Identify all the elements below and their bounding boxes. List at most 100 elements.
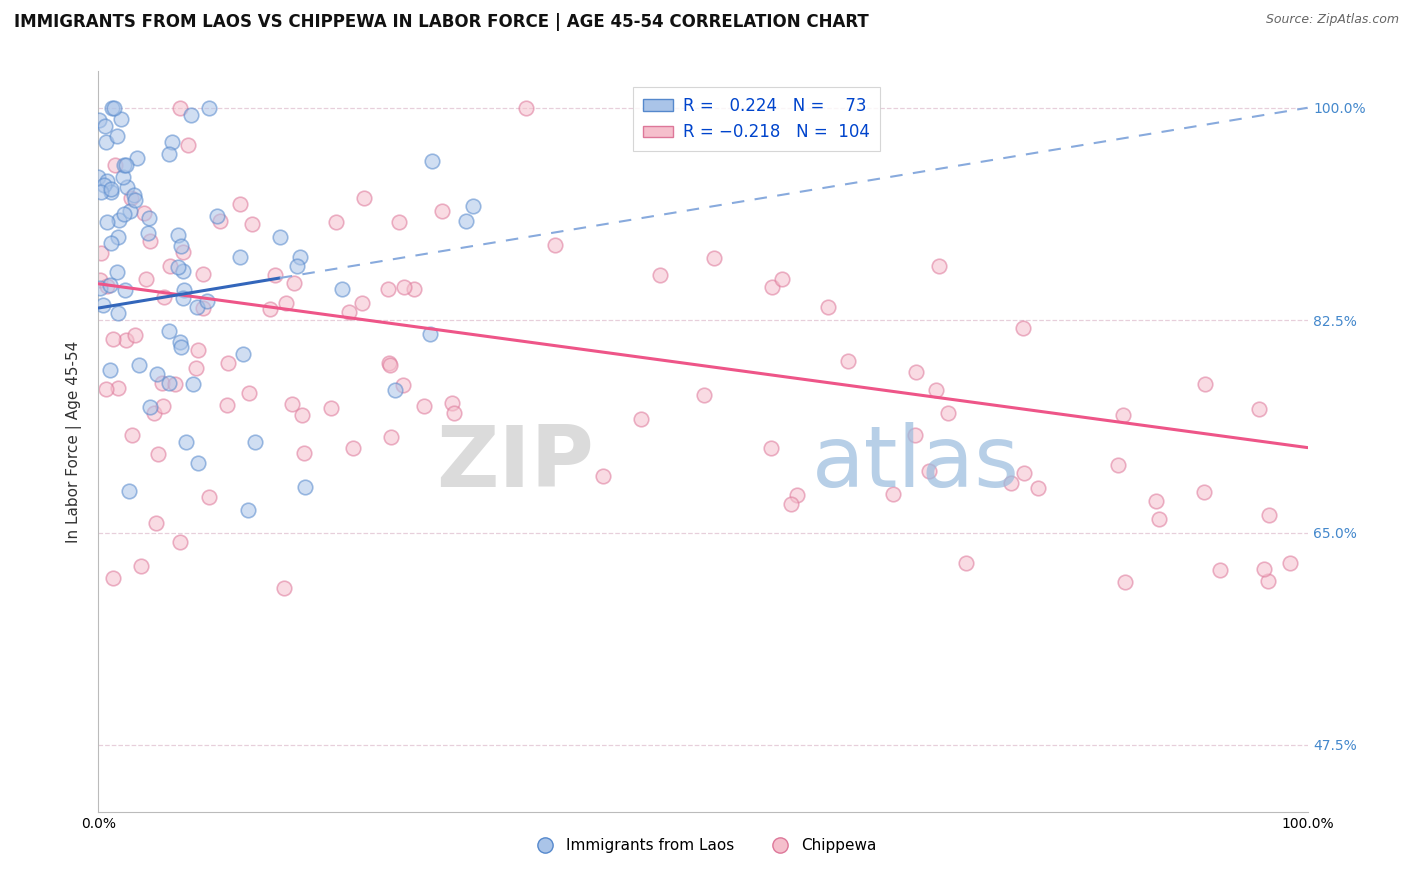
Point xyxy=(128,358,150,372)
Point xyxy=(90,186,112,200)
Point xyxy=(325,214,347,228)
Point xyxy=(172,291,194,305)
Point xyxy=(882,487,904,501)
Point xyxy=(124,328,146,343)
Point xyxy=(1012,467,1035,481)
Point xyxy=(121,428,143,442)
Point xyxy=(112,157,135,171)
Point xyxy=(342,441,364,455)
Point xyxy=(195,293,218,308)
Point xyxy=(91,298,114,312)
Point xyxy=(264,268,287,282)
Point xyxy=(125,151,148,165)
Point xyxy=(103,101,125,115)
Point xyxy=(132,206,155,220)
Point xyxy=(93,178,115,193)
Point xyxy=(274,295,297,310)
Point xyxy=(100,235,122,250)
Point xyxy=(169,101,191,115)
Point xyxy=(592,469,614,483)
Point xyxy=(118,484,141,499)
Point xyxy=(167,260,190,275)
Point xyxy=(163,377,186,392)
Point xyxy=(238,386,260,401)
Point xyxy=(145,516,167,531)
Point xyxy=(162,135,184,149)
Point xyxy=(100,101,122,115)
Point xyxy=(1253,562,1275,576)
Point xyxy=(98,363,121,377)
Point xyxy=(169,340,191,354)
Point xyxy=(837,354,859,368)
Point xyxy=(380,358,402,372)
Point xyxy=(150,376,173,391)
Point xyxy=(117,180,139,194)
Point xyxy=(159,259,181,273)
Point xyxy=(107,306,129,320)
Point xyxy=(384,383,406,397)
Point xyxy=(105,265,128,279)
Point xyxy=(131,559,153,574)
Point xyxy=(101,332,124,346)
Point xyxy=(924,383,946,397)
Point xyxy=(100,185,122,199)
Point xyxy=(217,356,239,370)
Point xyxy=(1257,574,1279,589)
Y-axis label: In Labor Force | Age 45-54: In Labor Force | Age 45-54 xyxy=(66,341,83,542)
Point xyxy=(135,272,157,286)
Point xyxy=(1000,476,1022,491)
Point xyxy=(114,283,136,297)
Point xyxy=(107,230,129,244)
Point xyxy=(703,251,725,265)
Point xyxy=(294,480,316,494)
Point xyxy=(337,305,360,319)
Text: Source: ZipAtlas.com: Source: ZipAtlas.com xyxy=(1265,13,1399,27)
Point xyxy=(291,409,314,423)
Point xyxy=(419,326,441,341)
Point xyxy=(392,279,415,293)
Point xyxy=(198,101,221,115)
Point xyxy=(186,300,208,314)
Point xyxy=(94,135,117,149)
Point xyxy=(136,226,159,240)
Point xyxy=(544,238,567,252)
Point xyxy=(350,295,373,310)
Point xyxy=(281,397,304,411)
Point xyxy=(157,376,180,391)
Legend: Immigrants from Laos, Chippewa: Immigrants from Laos, Chippewa xyxy=(523,832,883,860)
Point xyxy=(377,282,399,296)
Point xyxy=(101,571,124,585)
Point xyxy=(928,259,950,273)
Text: atlas: atlas xyxy=(811,422,1019,505)
Point xyxy=(904,427,927,442)
Point xyxy=(440,396,463,410)
Point xyxy=(169,535,191,549)
Point xyxy=(96,279,118,293)
Point xyxy=(104,158,127,172)
Point xyxy=(515,101,537,115)
Point xyxy=(198,490,221,504)
Point xyxy=(1144,494,1167,508)
Point xyxy=(124,187,146,202)
Point xyxy=(378,356,401,370)
Point xyxy=(1012,320,1035,334)
Point xyxy=(269,230,291,244)
Point xyxy=(1257,508,1279,522)
Point xyxy=(290,250,312,264)
Point xyxy=(174,434,197,449)
Point xyxy=(107,381,129,395)
Point xyxy=(332,282,354,296)
Point xyxy=(94,383,117,397)
Point xyxy=(112,207,135,221)
Point xyxy=(936,406,959,420)
Point xyxy=(917,464,939,478)
Point xyxy=(96,215,118,229)
Point xyxy=(217,397,239,411)
Point xyxy=(120,203,142,218)
Point xyxy=(146,447,169,461)
Point xyxy=(169,334,191,349)
Point xyxy=(184,361,207,376)
Point xyxy=(208,213,231,227)
Point xyxy=(90,245,112,260)
Point xyxy=(105,128,128,143)
